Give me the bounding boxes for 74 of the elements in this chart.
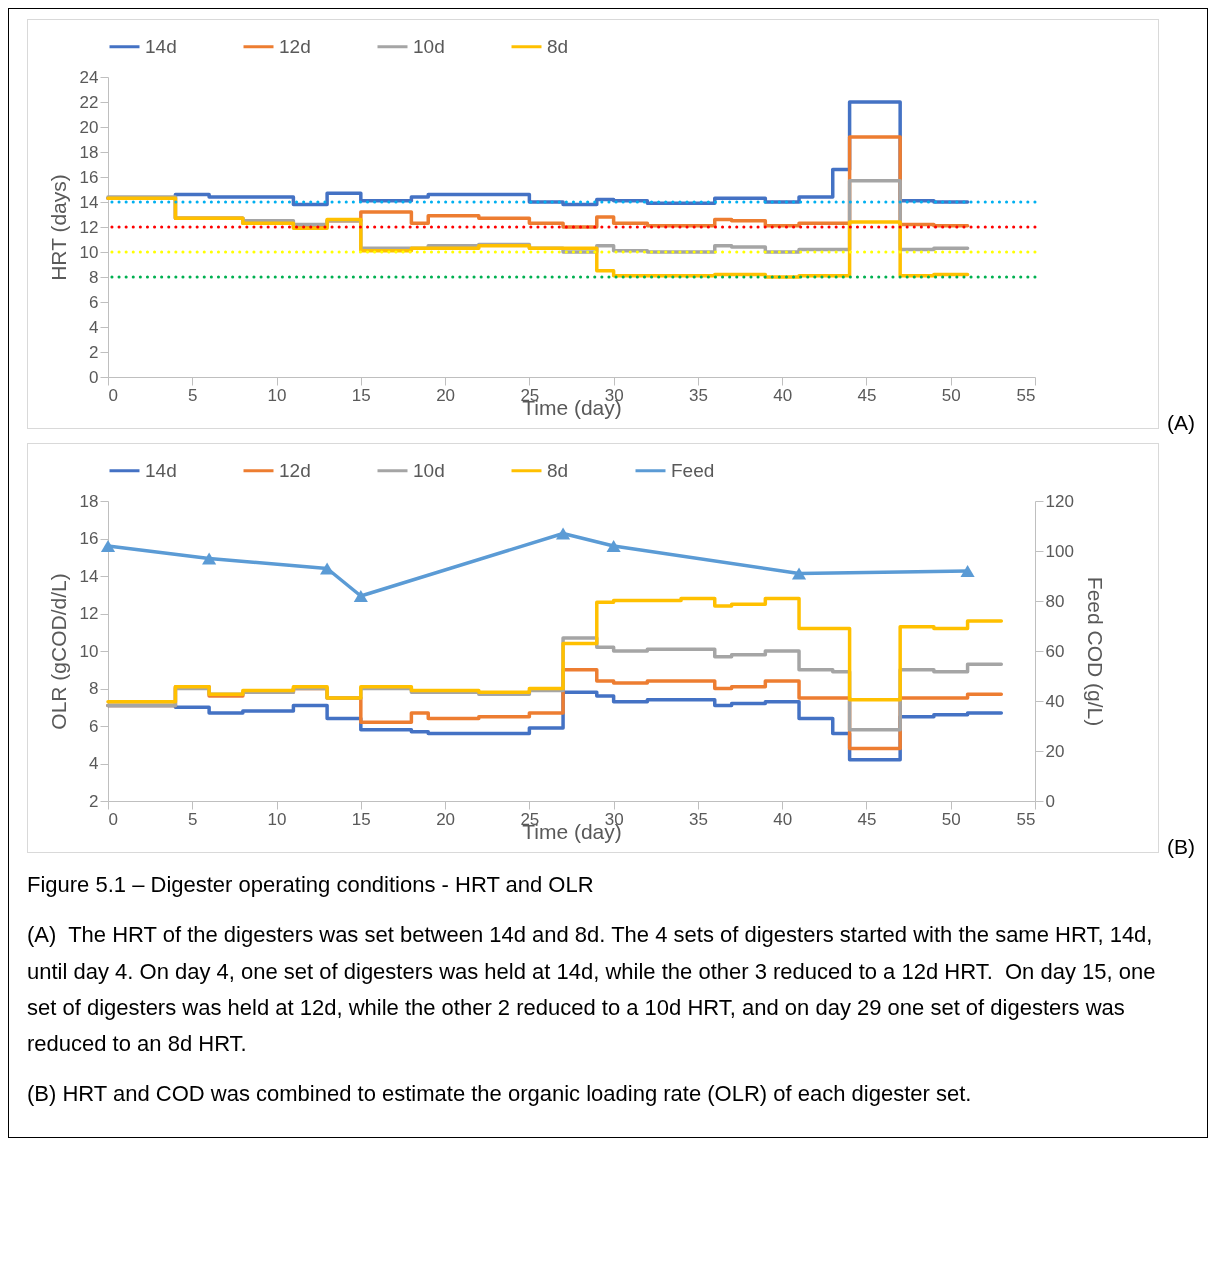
legend-label: 8d <box>547 35 569 57</box>
point <box>100 539 116 553</box>
point <box>353 589 368 603</box>
y-tick-label: 20 <box>79 117 99 137</box>
legend-label: 8d <box>547 459 569 481</box>
x-tick-label: 45 <box>857 809 877 829</box>
y-tick-label: 22 <box>79 92 99 112</box>
legend-label: 10d <box>413 35 445 57</box>
x-tick-label: 50 <box>941 809 961 829</box>
legend-label: Feed <box>671 459 715 481</box>
y2-tick-label: 100 <box>1045 541 1074 561</box>
y2-tick-label: 20 <box>1045 741 1065 761</box>
y-tick-label: 4 <box>89 754 99 773</box>
y2-tick-label: 0 <box>1045 791 1055 811</box>
y-tick-label: 10 <box>79 242 99 262</box>
y-tick-label: 16 <box>79 167 99 187</box>
y-tick-label: 16 <box>79 529 99 548</box>
x-tick-label: 10 <box>267 809 287 829</box>
legend-label: 12d <box>279 35 311 57</box>
y2-tick-label: 80 <box>1045 591 1065 611</box>
y-tick-label: 12 <box>79 604 99 623</box>
legend-label: 14d <box>145 459 177 481</box>
y-tick-label: 6 <box>89 716 99 736</box>
y-tick-label: 18 <box>79 491 99 511</box>
y-tick-label: 2 <box>89 342 99 362</box>
text: (B) HRT and COD was combined to estimate the organic loading rate (OLR) of each digester set. <box>27 1080 973 1109</box>
x-tick-label: 40 <box>773 385 793 405</box>
point <box>606 539 621 553</box>
x-tick-label: 10 <box>267 385 287 405</box>
point <box>960 564 975 578</box>
y-tick-label: 14 <box>79 566 99 586</box>
point <box>556 527 571 540</box>
x-tick-label: 5 <box>188 385 198 405</box>
y-tick-label: 18 <box>79 142 99 162</box>
y2-tick-label: 40 <box>1045 691 1065 711</box>
text: (B) <box>1167 835 1195 859</box>
x-tick-label: 15 <box>351 809 371 829</box>
y-tick-label: 24 <box>79 67 99 87</box>
text: (A) The HRT of the digesters was set between 14d and 8d. The 4 sets of digesters started with the same HRT, 14d, until day 4. On day 4, one set of digesters was held at 14d, while the other 3 reduced to a 12d HRT. On day 15, one set of digesters was held at 12d, while the other 2 reduced to a 10d HRT, and on day 29 one set of digesters was reduced to an 8d HRT. <box>27 921 1157 1059</box>
y2-axis-title: Feed COD (g/L) <box>1083 576 1107 727</box>
y2-tick-label: 60 <box>1045 641 1065 661</box>
legend-label: 12d <box>279 459 311 481</box>
point <box>202 552 217 565</box>
y-tick-label: 4 <box>89 317 99 337</box>
x-tick-label: 45 <box>857 385 877 405</box>
y2-tick-label: 120 <box>1045 491 1074 511</box>
x-tick-label: 35 <box>688 809 708 829</box>
y-tick-label: 10 <box>79 641 99 661</box>
legend-label: 10d <box>413 459 445 481</box>
x-tick-label: 0 <box>108 809 118 829</box>
x-tick-label: 15 <box>351 385 371 405</box>
x-tick-label: 20 <box>436 385 456 405</box>
legend-label: 14d <box>145 35 177 57</box>
x-tick-label: 40 <box>773 809 793 829</box>
x-tick-label: 50 <box>941 385 961 405</box>
y-axis-title: HRT (days) <box>46 174 70 281</box>
y-tick-label: 8 <box>89 267 99 287</box>
y-tick-label: 12 <box>79 217 99 237</box>
x-tick-label: 0 <box>108 385 118 405</box>
x-tick-label: 55 <box>1016 385 1036 405</box>
caption: Figure 5.1 – Digester operating conditions - HRT and OLR <box>27 871 595 899</box>
x-tick-label: 5 <box>188 809 198 829</box>
x-tick-label: 20 <box>436 809 456 829</box>
point <box>791 567 807 580</box>
y-tick-label: 8 <box>89 679 99 698</box>
y-tick-label: 6 <box>89 292 99 312</box>
y-tick-label: 2 <box>89 791 99 811</box>
x-tick-label: 55 <box>1016 809 1036 829</box>
y-tick-label: 14 <box>79 192 99 212</box>
x-tick-label: 35 <box>688 385 708 405</box>
y-axis-title: OLR (gCOD/d/L) <box>46 573 70 730</box>
y-tick-label: 0 <box>89 367 99 387</box>
text: (A) <box>1167 411 1195 435</box>
point <box>320 562 335 575</box>
